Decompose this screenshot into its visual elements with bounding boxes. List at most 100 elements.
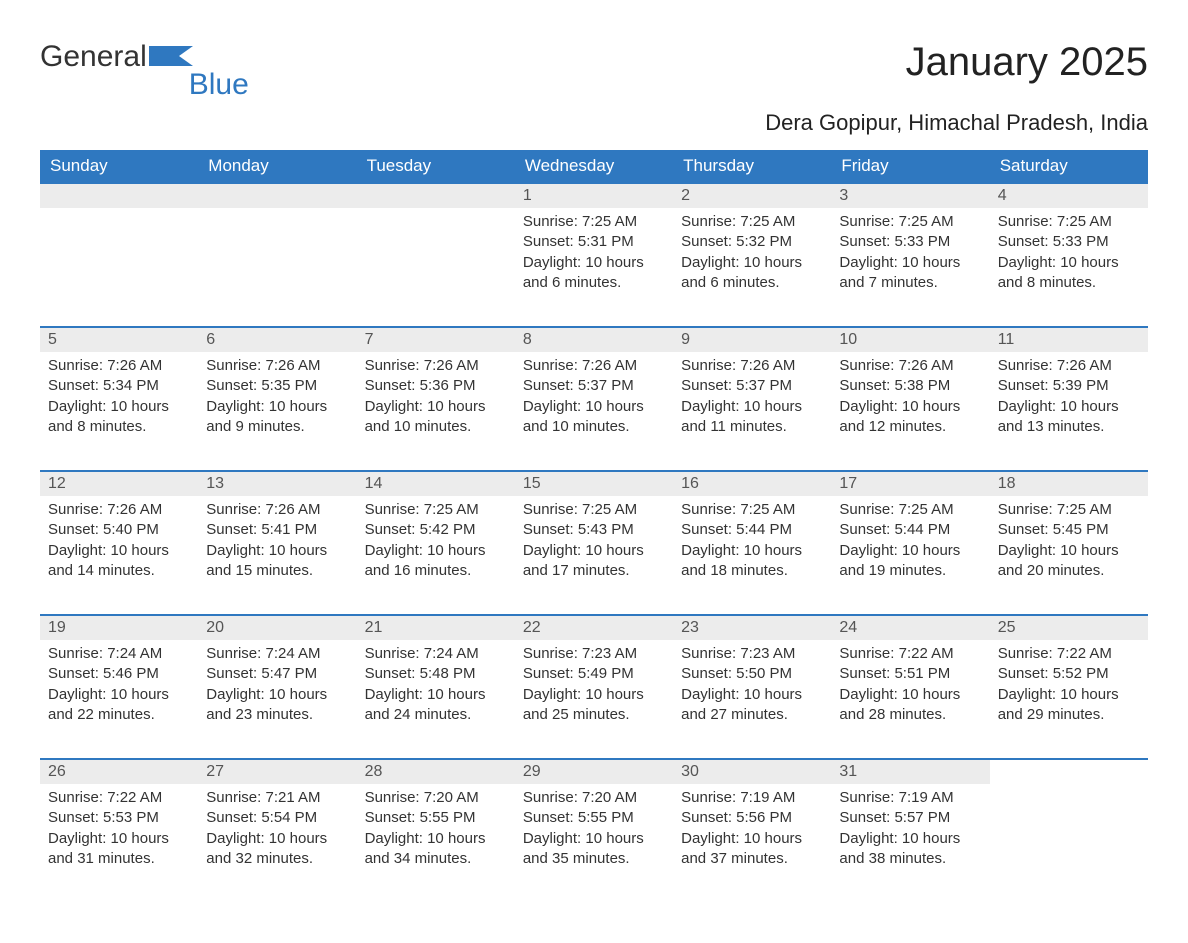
day-number: 20 [198,616,356,640]
day-dl1: Daylight: 10 hours [681,685,823,705]
day-number: 15 [515,472,673,496]
day-dl1: Daylight: 10 hours [523,829,665,849]
day-sunset: Sunset: 5:56 PM [681,808,823,828]
day-dl2: and 15 minutes. [206,561,348,581]
day-dl2: and 37 minutes. [681,849,823,869]
day-dl1: Daylight: 10 hours [365,829,507,849]
day-number: 17 [831,472,989,496]
logo-text-general: General [40,40,147,74]
day-dl1: Daylight: 10 hours [681,253,823,273]
day-sunrise: Sunrise: 7:25 AM [839,212,981,232]
day-number: 7 [357,328,515,352]
day-number-empty [357,184,515,208]
day-cell: 11Sunrise: 7:26 AMSunset: 5:39 PMDayligh… [990,327,1148,471]
day-body: Sunrise: 7:24 AMSunset: 5:46 PMDaylight:… [40,640,198,733]
day-dl1: Daylight: 10 hours [681,397,823,417]
day-sunrise: Sunrise: 7:26 AM [206,500,348,520]
day-cell: 16Sunrise: 7:25 AMSunset: 5:44 PMDayligh… [673,471,831,615]
day-sunrise: Sunrise: 7:25 AM [523,500,665,520]
day-dl1: Daylight: 10 hours [206,541,348,561]
day-cell: 15Sunrise: 7:25 AMSunset: 5:43 PMDayligh… [515,471,673,615]
day-dl1: Daylight: 10 hours [48,685,190,705]
day-number-empty [198,184,356,208]
day-sunset: Sunset: 5:55 PM [523,808,665,828]
day-sunrise: Sunrise: 7:24 AM [48,644,190,664]
day-cell: 21Sunrise: 7:24 AMSunset: 5:48 PMDayligh… [357,615,515,759]
day-sunrise: Sunrise: 7:25 AM [839,500,981,520]
day-dl2: and 35 minutes. [523,849,665,869]
day-sunset: Sunset: 5:32 PM [681,232,823,252]
day-body: Sunrise: 7:25 AMSunset: 5:43 PMDaylight:… [515,496,673,589]
day-sunrise: Sunrise: 7:25 AM [998,500,1140,520]
day-cell: 6Sunrise: 7:26 AMSunset: 5:35 PMDaylight… [198,327,356,471]
day-sunrise: Sunrise: 7:22 AM [998,644,1140,664]
day-dl1: Daylight: 10 hours [206,397,348,417]
day-number: 13 [198,472,356,496]
day-sunrise: Sunrise: 7:26 AM [681,356,823,376]
weekday-header: Tuesday [357,150,515,183]
day-dl2: and 17 minutes. [523,561,665,581]
day-number: 28 [357,760,515,784]
day-dl1: Daylight: 10 hours [206,685,348,705]
day-cell: 30Sunrise: 7:19 AMSunset: 5:56 PMDayligh… [673,759,831,903]
day-cell: 31Sunrise: 7:19 AMSunset: 5:57 PMDayligh… [831,759,989,903]
day-body: Sunrise: 7:20 AMSunset: 5:55 PMDaylight:… [357,784,515,877]
day-dl2: and 18 minutes. [681,561,823,581]
day-dl2: and 34 minutes. [365,849,507,869]
day-dl1: Daylight: 10 hours [365,397,507,417]
week-row: 12Sunrise: 7:26 AMSunset: 5:40 PMDayligh… [40,471,1148,615]
day-number-empty [40,184,198,208]
day-dl1: Daylight: 10 hours [839,397,981,417]
day-cell [198,183,356,327]
day-cell [990,759,1148,903]
day-body: Sunrise: 7:23 AMSunset: 5:49 PMDaylight:… [515,640,673,733]
day-cell: 24Sunrise: 7:22 AMSunset: 5:51 PMDayligh… [831,615,989,759]
day-body: Sunrise: 7:26 AMSunset: 5:37 PMDaylight:… [515,352,673,445]
day-sunset: Sunset: 5:33 PM [998,232,1140,252]
day-number: 11 [990,328,1148,352]
day-sunrise: Sunrise: 7:26 AM [206,356,348,376]
day-cell: 1Sunrise: 7:25 AMSunset: 5:31 PMDaylight… [515,183,673,327]
day-body: Sunrise: 7:26 AMSunset: 5:34 PMDaylight:… [40,352,198,445]
day-dl1: Daylight: 10 hours [681,829,823,849]
day-number: 19 [40,616,198,640]
day-number: 21 [357,616,515,640]
day-cell [40,183,198,327]
day-cell: 20Sunrise: 7:24 AMSunset: 5:47 PMDayligh… [198,615,356,759]
day-dl2: and 16 minutes. [365,561,507,581]
day-sunrise: Sunrise: 7:25 AM [523,212,665,232]
day-sunset: Sunset: 5:49 PM [523,664,665,684]
day-body: Sunrise: 7:25 AMSunset: 5:31 PMDaylight:… [515,208,673,301]
day-cell: 14Sunrise: 7:25 AMSunset: 5:42 PMDayligh… [357,471,515,615]
day-number: 5 [40,328,198,352]
day-sunrise: Sunrise: 7:23 AM [681,644,823,664]
day-number: 10 [831,328,989,352]
day-number: 4 [990,184,1148,208]
day-body: Sunrise: 7:24 AMSunset: 5:47 PMDaylight:… [198,640,356,733]
day-sunrise: Sunrise: 7:25 AM [681,500,823,520]
day-body: Sunrise: 7:19 AMSunset: 5:57 PMDaylight:… [831,784,989,877]
day-sunrise: Sunrise: 7:19 AM [839,788,981,808]
day-cell: 23Sunrise: 7:23 AMSunset: 5:50 PMDayligh… [673,615,831,759]
weekday-header: Wednesday [515,150,673,183]
day-sunset: Sunset: 5:53 PM [48,808,190,828]
day-sunrise: Sunrise: 7:20 AM [523,788,665,808]
day-body: Sunrise: 7:25 AMSunset: 5:33 PMDaylight:… [990,208,1148,301]
day-cell [357,183,515,327]
day-body: Sunrise: 7:25 AMSunset: 5:42 PMDaylight:… [357,496,515,589]
day-dl2: and 29 minutes. [998,705,1140,725]
page-subtitle: Dera Gopipur, Himachal Pradesh, India [40,110,1148,136]
day-sunset: Sunset: 5:35 PM [206,376,348,396]
day-sunrise: Sunrise: 7:24 AM [365,644,507,664]
day-cell: 3Sunrise: 7:25 AMSunset: 5:33 PMDaylight… [831,183,989,327]
day-dl2: and 23 minutes. [206,705,348,725]
weekday-header: Thursday [673,150,831,183]
day-dl1: Daylight: 10 hours [48,829,190,849]
day-sunset: Sunset: 5:37 PM [523,376,665,396]
day-body: Sunrise: 7:20 AMSunset: 5:55 PMDaylight:… [515,784,673,877]
week-row: 5Sunrise: 7:26 AMSunset: 5:34 PMDaylight… [40,327,1148,471]
day-sunset: Sunset: 5:52 PM [998,664,1140,684]
day-dl1: Daylight: 10 hours [523,397,665,417]
day-body: Sunrise: 7:22 AMSunset: 5:51 PMDaylight:… [831,640,989,733]
day-sunset: Sunset: 5:54 PM [206,808,348,828]
